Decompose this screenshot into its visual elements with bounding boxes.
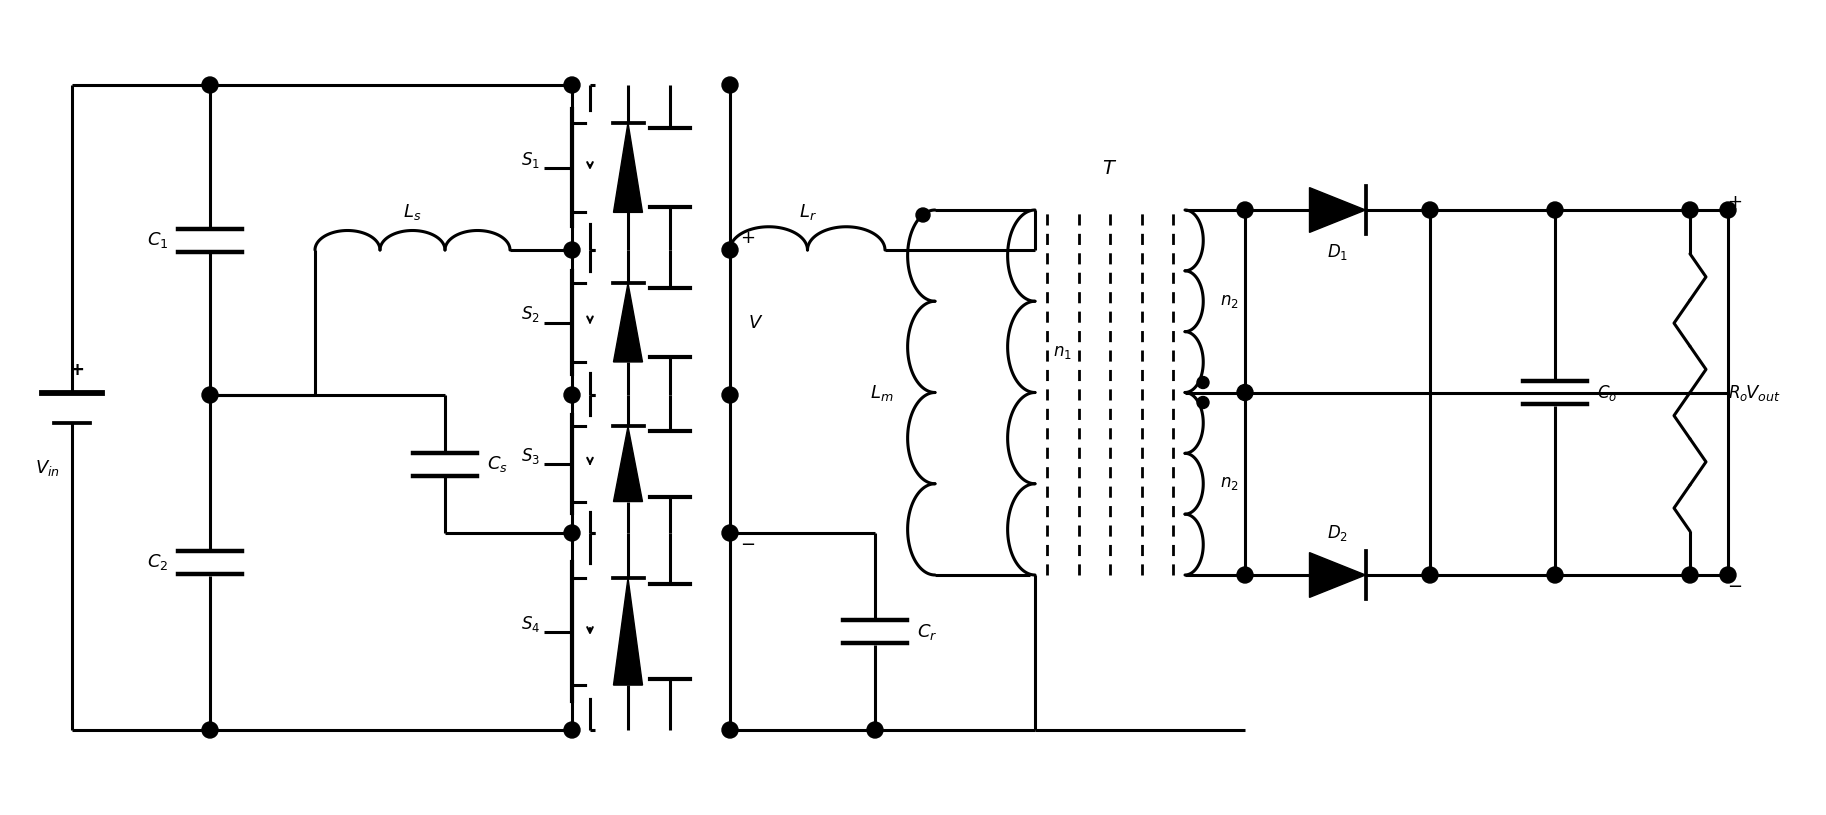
Circle shape <box>1236 567 1253 583</box>
Text: $S_3$: $S_3$ <box>520 446 540 466</box>
Circle shape <box>867 722 884 738</box>
Text: $-$: $-$ <box>740 534 756 552</box>
Circle shape <box>1547 202 1563 218</box>
Circle shape <box>1422 202 1439 218</box>
Text: $D_2$: $D_2$ <box>1328 523 1348 543</box>
Text: $S_1$: $S_1$ <box>520 149 540 170</box>
Circle shape <box>721 77 738 93</box>
Circle shape <box>203 387 217 403</box>
Circle shape <box>1236 385 1253 400</box>
Text: $L_r$: $L_r$ <box>798 202 816 222</box>
Text: $C_2$: $C_2$ <box>146 553 168 572</box>
Text: $n_2$: $n_2$ <box>1220 475 1238 492</box>
Text: $C_s$: $C_s$ <box>488 454 508 474</box>
Text: $S_4$: $S_4$ <box>520 614 540 633</box>
Text: $L_m$: $L_m$ <box>869 382 893 403</box>
Circle shape <box>564 722 581 738</box>
Circle shape <box>1720 567 1737 583</box>
Circle shape <box>721 387 738 403</box>
Circle shape <box>917 208 929 222</box>
Polygon shape <box>614 122 643 213</box>
Circle shape <box>721 242 738 258</box>
Circle shape <box>564 242 581 258</box>
Text: $V$: $V$ <box>749 314 763 332</box>
Circle shape <box>564 77 581 93</box>
Circle shape <box>1198 397 1209 408</box>
Text: $+$: $+$ <box>740 229 756 247</box>
Circle shape <box>203 722 217 738</box>
Polygon shape <box>614 426 643 501</box>
Circle shape <box>564 387 581 403</box>
Polygon shape <box>1309 553 1366 597</box>
Circle shape <box>203 77 217 93</box>
Text: $L_s$: $L_s$ <box>404 202 422 222</box>
Circle shape <box>1547 567 1563 583</box>
Circle shape <box>721 722 738 738</box>
Circle shape <box>721 525 738 541</box>
Text: $C_1$: $C_1$ <box>146 230 168 250</box>
Circle shape <box>1422 567 1439 583</box>
Text: $n_2$: $n_2$ <box>1220 293 1238 310</box>
Text: +: + <box>69 360 84 378</box>
Text: $V_{in}$: $V_{in}$ <box>35 457 60 478</box>
Circle shape <box>1198 377 1209 389</box>
Polygon shape <box>614 283 643 362</box>
Text: $n_1$: $n_1$ <box>1054 344 1072 361</box>
Text: $C_r$: $C_r$ <box>917 622 937 641</box>
Polygon shape <box>1309 187 1366 232</box>
Text: $-$: $-$ <box>1727 576 1742 594</box>
Circle shape <box>564 525 581 541</box>
Circle shape <box>1236 202 1253 218</box>
Circle shape <box>1720 202 1737 218</box>
Text: $R_o$: $R_o$ <box>1727 382 1747 403</box>
Polygon shape <box>614 578 643 685</box>
Text: $+$: $+$ <box>1727 193 1742 211</box>
Circle shape <box>1682 567 1698 583</box>
Text: $S_2$: $S_2$ <box>520 305 540 324</box>
Text: $D_1$: $D_1$ <box>1328 242 1348 262</box>
Circle shape <box>1682 202 1698 218</box>
Text: $T$: $T$ <box>1103 160 1118 178</box>
Text: $C_o$: $C_o$ <box>1598 382 1618 403</box>
Text: $V_{out}$: $V_{out}$ <box>1746 382 1780 403</box>
